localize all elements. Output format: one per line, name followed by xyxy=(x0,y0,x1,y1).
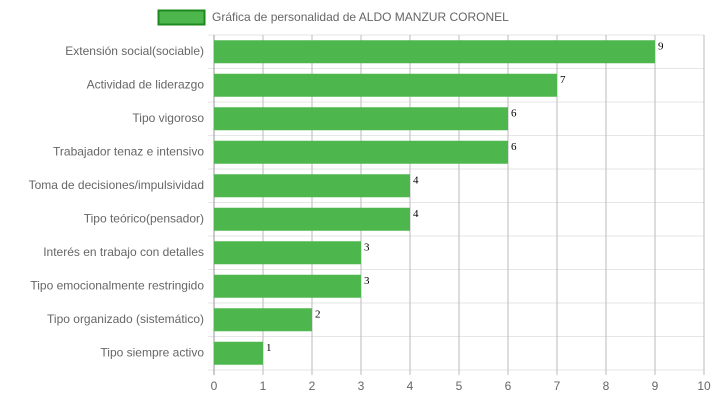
bar xyxy=(214,40,655,64)
legend-swatch xyxy=(157,9,206,26)
data-label: 9 xyxy=(658,40,664,52)
x-tick-label: 5 xyxy=(456,379,463,393)
bar xyxy=(214,274,361,298)
x-tick-label: 7 xyxy=(554,379,561,393)
y-tick-label: Interés en trabajo con detalles xyxy=(43,245,204,259)
y-tick-label: Tipo vigoroso xyxy=(132,111,204,125)
bar xyxy=(214,73,557,97)
y-tick-label: Toma de decisiones/impulsividad xyxy=(29,178,204,192)
data-label: 3 xyxy=(364,241,370,253)
data-label: 1 xyxy=(266,342,272,354)
x-tick-label: 2 xyxy=(309,379,316,393)
bar xyxy=(214,308,312,332)
y-tick-label: Tipo emocionalmente restringido xyxy=(30,278,204,292)
x-tick-label: 1 xyxy=(260,379,267,393)
x-tick-label: 8 xyxy=(603,379,610,393)
data-label: 4 xyxy=(413,174,419,186)
x-tick-label: 6 xyxy=(505,379,512,393)
bar xyxy=(214,107,508,131)
legend-label: Gráfica de personalidad de ALDO MANZUR C… xyxy=(212,10,509,24)
y-tick-label: Tipo organizado (sistemático) xyxy=(47,312,204,326)
data-label: 4 xyxy=(413,208,419,220)
x-tick-label: 3 xyxy=(358,379,365,393)
data-label: 2 xyxy=(315,308,321,320)
bar xyxy=(214,207,410,231)
bar xyxy=(214,140,508,164)
x-tick-label: 4 xyxy=(407,379,414,393)
y-tick-label: Actividad de liderazgo xyxy=(87,77,205,91)
y-tick-label: Tipo teórico(pensador) xyxy=(84,211,204,225)
y-tick-label: Tipo siempre activo xyxy=(100,345,204,359)
data-label: 6 xyxy=(511,107,517,119)
x-tick-label: 10 xyxy=(697,379,711,393)
bar xyxy=(214,174,410,198)
data-label: 7 xyxy=(560,74,566,86)
bar xyxy=(214,241,361,265)
bar xyxy=(214,341,263,365)
y-tick-label: Trabajador tenaz e intensivo xyxy=(53,144,204,158)
data-label: 6 xyxy=(511,141,517,153)
x-tick-label: 9 xyxy=(652,379,659,393)
data-label: 3 xyxy=(364,275,370,287)
x-tick-label: 0 xyxy=(211,379,218,393)
y-tick-label: Extensión social(sociable) xyxy=(65,44,204,58)
